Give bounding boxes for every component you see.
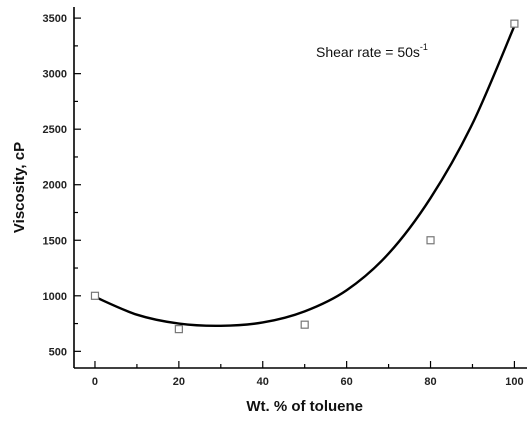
- data-point: [90, 291, 100, 300]
- fit-curve: [94, 25, 516, 328]
- y-axis-ticks: 500 1000 1500 2000 2500 3000 3500: [43, 13, 81, 358]
- data-point: [426, 236, 435, 245]
- x-axis-title: Wt. % of toluene: [246, 398, 363, 415]
- annotation-superscript: -1: [420, 42, 428, 52]
- x-tick-label: 40: [257, 376, 269, 388]
- y-tick-label: 1500: [43, 235, 67, 247]
- y-tick-label: 1000: [43, 291, 67, 303]
- x-tick-label: 0: [92, 376, 98, 388]
- shear-rate-annotation: Shear rate = 50s-1: [316, 42, 428, 60]
- x-axis-ticks: 0 20 40 60 80 100: [92, 361, 524, 388]
- x-tick-label: 60: [341, 376, 353, 388]
- y-tick-label: 3000: [43, 69, 67, 81]
- y-tick-label: 500: [49, 346, 67, 358]
- annotation-text: Shear rate = 50s: [316, 44, 420, 60]
- y-tick-label: 2000: [43, 180, 67, 192]
- x-tick-label: 80: [424, 376, 436, 388]
- data-points: [90, 19, 519, 334]
- x-tick-label: 100: [505, 376, 523, 388]
- data-point: [510, 19, 519, 28]
- y-axis-title: Viscosity, cP: [11, 142, 28, 233]
- data-point: [300, 320, 309, 329]
- x-tick-label: 20: [173, 376, 185, 388]
- data-point: [174, 325, 183, 334]
- y-tick-label: 3500: [43, 13, 67, 25]
- y-tick-label: 2500: [43, 124, 67, 136]
